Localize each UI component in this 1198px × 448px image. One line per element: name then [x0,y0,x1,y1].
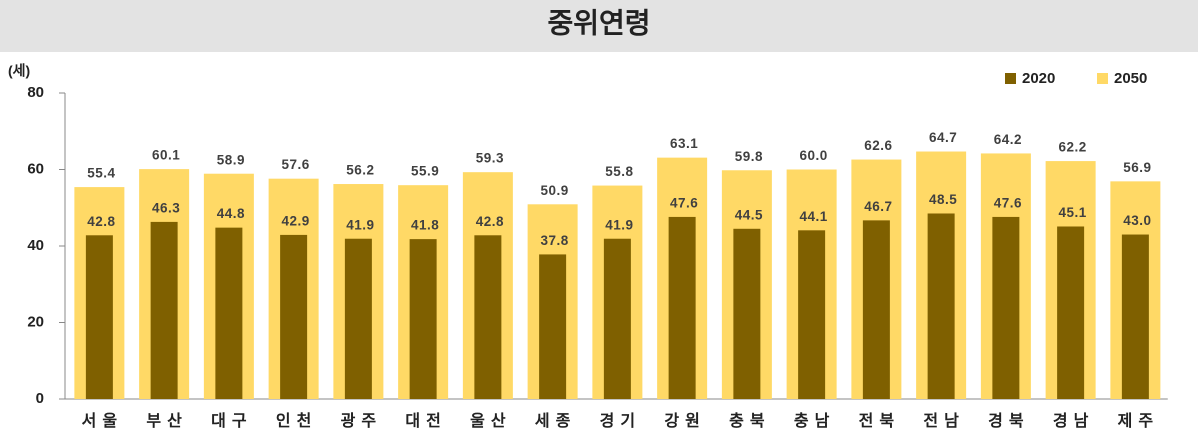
value-label: 47.6 [670,195,698,210]
value-label: 46.3 [152,200,180,215]
bar [474,235,502,399]
x-tick-label: 경북 [988,412,1029,430]
value-label: 44.8 [217,206,245,221]
value-label: 64.2 [994,132,1022,147]
value-label: 55.4 [87,166,115,181]
value-label: 47.6 [994,195,1022,210]
value-label: 62.6 [864,138,892,153]
bar [215,227,243,399]
bar [539,254,567,399]
value-label: 59.3 [476,151,504,166]
y-tick-label: 0 [36,390,44,407]
value-label: 42.8 [476,214,504,229]
value-label: 62.2 [1058,140,1086,155]
value-label: 55.8 [605,164,633,179]
y-axis-label: (세) [8,63,30,79]
y-tick-label: 20 [27,313,44,330]
value-label: 45.1 [1058,205,1086,220]
value-label: 57.6 [281,157,309,172]
legend-label: 2020 [1022,70,1055,87]
x-tick-label: 울산 [470,412,511,430]
x-tick-label: 충남 [794,412,835,430]
x-tick-label: 인천 [276,412,317,430]
value-label: 43.0 [1123,213,1151,228]
x-tick-label: 경남 [1053,412,1094,430]
value-label: 56.9 [1123,160,1151,175]
value-label: 48.5 [929,192,957,207]
bar [280,234,308,399]
bar [1121,234,1149,399]
chart-title: 중위연령 [547,7,650,38]
y-tick-label: 80 [27,84,44,101]
value-label: 46.7 [864,199,892,214]
x-tick-label: 서울 [82,412,123,430]
value-label: 44.1 [799,209,827,224]
bar [150,221,178,399]
value-label: 60.0 [799,148,827,163]
x-tick-label: 경기 [600,412,641,430]
bar [344,238,372,399]
value-label: 41.9 [346,217,374,232]
value-label: 42.9 [281,213,309,228]
value-label: 37.8 [540,233,568,248]
x-tick-label: 세종 [535,412,576,430]
value-label: 64.7 [929,130,957,145]
legend-swatch [1097,73,1108,84]
y-tick-label: 40 [27,237,44,254]
bar [668,216,696,399]
value-label: 58.9 [217,152,245,167]
value-label: 42.8 [87,214,115,229]
x-tick-label: 대구 [211,412,252,430]
value-label: 60.1 [152,148,180,163]
value-label: 59.8 [735,149,763,164]
value-label: 41.8 [411,218,439,233]
x-tick-label: 강원 [664,412,705,430]
x-tick-label: 대전 [405,412,446,430]
x-tick-label: 부산 [146,412,187,430]
value-label: 56.2 [346,163,374,178]
x-tick-label: 광주 [341,411,382,430]
value-label: 55.9 [411,164,439,179]
value-label: 63.1 [670,136,698,151]
value-label: 50.9 [540,183,568,198]
bar [733,228,761,399]
bar [1057,226,1085,399]
x-tick-label: 전북 [859,412,900,430]
bar [603,238,631,399]
bar [992,216,1020,399]
title-bar [0,0,1198,52]
bar [85,235,113,399]
bar [927,213,955,399]
x-tick-label: 충북 [729,412,770,430]
value-label: 41.9 [605,217,633,232]
bar [862,220,890,399]
value-label: 44.5 [735,207,763,222]
x-tick-label: 전남 [923,412,964,430]
x-tick-label: 제주 [1118,412,1159,430]
bar [798,230,826,399]
y-tick-label: 60 [27,160,44,177]
legend-label: 2050 [1114,70,1147,87]
bar [409,239,437,399]
legend-swatch [1005,73,1016,84]
